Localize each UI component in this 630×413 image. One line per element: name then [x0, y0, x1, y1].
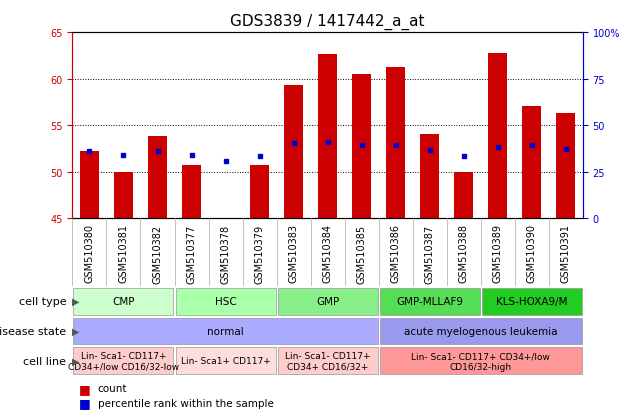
- Bar: [318, 55, 337, 218]
- Text: ■: ■: [79, 396, 91, 409]
- Text: HSC: HSC: [215, 297, 236, 306]
- Bar: [352, 75, 371, 218]
- Text: GSM510388: GSM510388: [459, 224, 469, 283]
- Text: CMP: CMP: [112, 297, 135, 306]
- Bar: [216, 218, 235, 220]
- Bar: [488, 53, 507, 218]
- Text: GSM510383: GSM510383: [289, 224, 299, 283]
- Bar: [114, 173, 133, 218]
- Bar: [380, 318, 581, 344]
- Text: GMP: GMP: [316, 297, 339, 306]
- Text: count: count: [98, 383, 127, 393]
- Text: GSM510384: GSM510384: [323, 224, 333, 283]
- Bar: [380, 348, 581, 374]
- Text: GSM510387: GSM510387: [425, 224, 435, 283]
- Text: GSM510389: GSM510389: [493, 224, 503, 283]
- Text: GSM510391: GSM510391: [561, 224, 571, 283]
- Bar: [454, 172, 473, 218]
- Text: percentile rank within the sample: percentile rank within the sample: [98, 398, 273, 408]
- Bar: [556, 114, 575, 218]
- Text: Lin- Sca1- CD117+ CD34+/low
CD16/32-high: Lin- Sca1- CD117+ CD34+/low CD16/32-high: [411, 351, 550, 370]
- Bar: [482, 288, 581, 315]
- Text: ▶: ▶: [72, 326, 80, 336]
- Bar: [278, 288, 377, 315]
- Text: normal: normal: [207, 326, 244, 336]
- Text: disease state: disease state: [0, 326, 66, 336]
- Text: GSM510390: GSM510390: [527, 224, 537, 283]
- Bar: [278, 348, 377, 374]
- Text: GSM510382: GSM510382: [152, 224, 163, 283]
- Bar: [420, 135, 439, 218]
- Bar: [182, 166, 201, 218]
- Bar: [74, 288, 173, 315]
- Bar: [284, 86, 303, 218]
- Text: KLS-HOXA9/M: KLS-HOXA9/M: [496, 297, 568, 306]
- Text: Lin- Sca1- CD117+
CD34+ CD16/32+: Lin- Sca1- CD117+ CD34+ CD16/32+: [285, 351, 370, 370]
- Text: GSM510377: GSM510377: [186, 224, 197, 283]
- Text: GSM510381: GSM510381: [118, 224, 129, 283]
- Text: GSM510378: GSM510378: [220, 224, 231, 283]
- Bar: [80, 152, 99, 218]
- Bar: [176, 348, 275, 374]
- Title: GDS3839 / 1417442_a_at: GDS3839 / 1417442_a_at: [231, 14, 425, 30]
- Bar: [380, 288, 479, 315]
- Bar: [148, 137, 167, 218]
- Text: ■: ■: [79, 382, 91, 395]
- Text: GSM510386: GSM510386: [391, 224, 401, 283]
- Text: cell type: cell type: [18, 297, 66, 306]
- Bar: [74, 348, 173, 374]
- Text: GSM510379: GSM510379: [255, 224, 265, 283]
- Bar: [522, 107, 541, 218]
- Text: Lin- Sca1- CD117+
CD34+/low CD16/32-low: Lin- Sca1- CD117+ CD34+/low CD16/32-low: [68, 351, 179, 370]
- Bar: [386, 68, 405, 218]
- Text: GSM510385: GSM510385: [357, 224, 367, 283]
- Text: GSM510380: GSM510380: [84, 224, 94, 283]
- Bar: [250, 166, 269, 218]
- Text: acute myelogenous leukemia: acute myelogenous leukemia: [404, 326, 558, 336]
- Text: GMP-MLLAF9: GMP-MLLAF9: [396, 297, 463, 306]
- Bar: [74, 318, 377, 344]
- Text: ▶: ▶: [72, 297, 80, 306]
- Text: ▶: ▶: [72, 356, 80, 366]
- Bar: [176, 288, 275, 315]
- Text: Lin- Sca1+ CD117+: Lin- Sca1+ CD117+: [181, 356, 270, 366]
- Text: cell line: cell line: [23, 356, 66, 366]
